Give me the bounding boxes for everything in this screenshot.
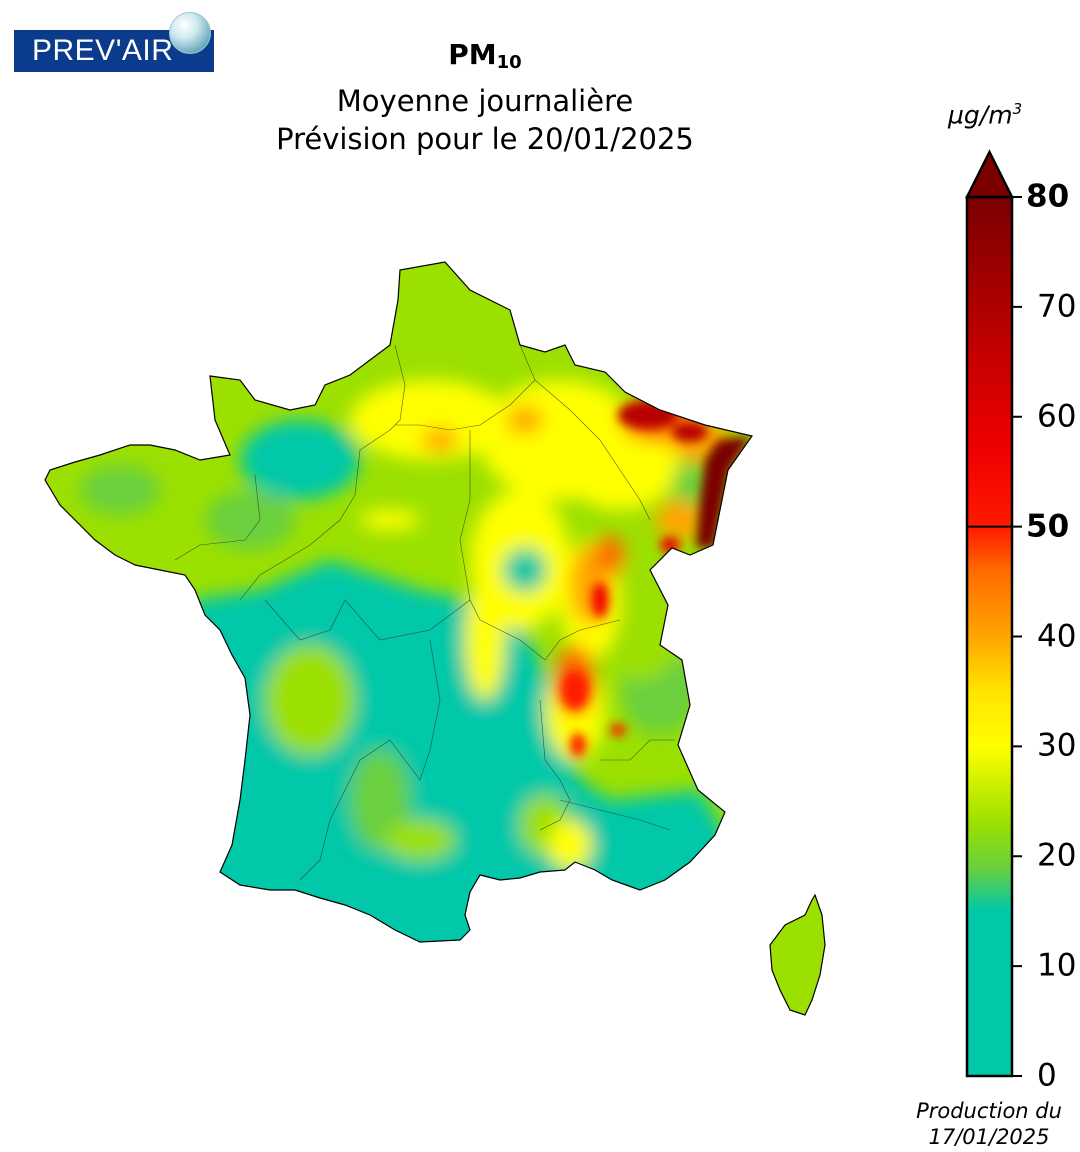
colorbar-tick-label-10: 10 — [1037, 947, 1077, 984]
colorbar-tick-label-0: 0 — [1037, 1057, 1057, 1094]
production-line-1: Production du — [916, 1099, 1062, 1123]
unit-label: µg/m3 — [948, 100, 1022, 129]
colorbar-tick-label-80: 80 — [1026, 178, 1070, 215]
logo-text: PREV'AIR — [32, 34, 174, 67]
region-borders — [174, 344, 675, 881]
colorbar-ramp — [965, 195, 1014, 1078]
colorbar-tick-label-50: 50 — [1026, 508, 1070, 545]
pollutant-name: PM — [448, 38, 497, 71]
colorbar-tick-label-70: 70 — [1037, 288, 1077, 325]
colorbar-tick-label-20: 20 — [1037, 837, 1077, 874]
corsica-outline — [769, 893, 826, 1016]
subtitle: Moyenne journalière — [336, 84, 634, 118]
forecast-date: Prévision pour le 20/01/2025 — [276, 122, 694, 156]
unit-main: µg/m — [948, 100, 1013, 130]
colorbar-extend-arrow — [964, 149, 1015, 199]
colorbar-ticks — [1012, 196, 1022, 1077]
unit-exponent: 3 — [1012, 100, 1023, 118]
globe-icon — [169, 12, 211, 54]
colorbar-tick-label-30: 30 — [1037, 727, 1077, 764]
colorbar-tick-label-60: 60 — [1037, 398, 1077, 435]
colorbar-tick-label-40: 40 — [1037, 618, 1077, 654]
pollutant-subscript: 10 — [496, 52, 522, 73]
map-title: PM10 Moyenne journalière Prévision pour … — [230, 36, 740, 158]
pollutant-title: PM10 — [230, 36, 740, 82]
colorbar — [964, 149, 1022, 1078]
production-line-2: 17/01/2025 — [928, 1125, 1050, 1149]
production-date: Production du 17/01/2025 — [896, 1098, 1080, 1150]
prevair-logo: PREV'AIR — [14, 12, 214, 72]
